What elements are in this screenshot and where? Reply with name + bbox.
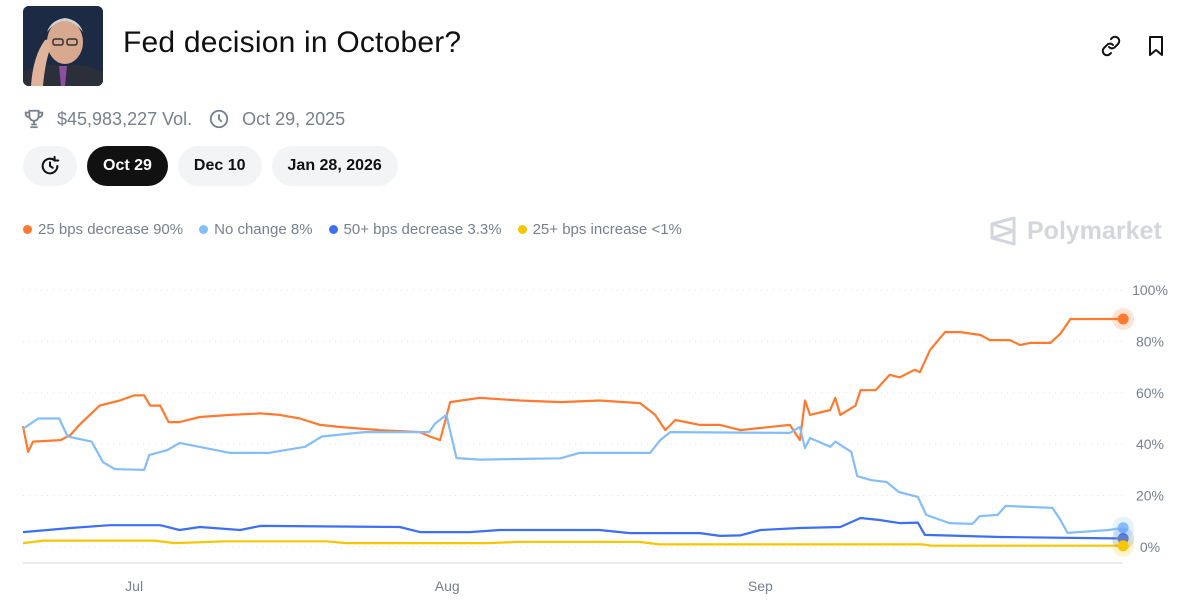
page-title: Fed decision in October? [123,26,462,59]
bookmark-icon[interactable] [1144,34,1168,58]
x-tick-label: Sep [748,578,773,594]
y-tick-label: 60% [1136,385,1164,401]
legend-item-25bps-decrease: 25 bps decrease 90% [23,221,183,238]
history-button[interactable] [23,146,77,186]
y-tick-label: 20% [1136,488,1164,504]
legend-item-no-change: No change 8% [199,221,313,238]
legend-value: 90% [153,221,184,238]
legend-value: <1% [651,221,682,238]
clock-icon [209,109,229,129]
market-avatar [23,6,103,86]
legend-dot [199,225,209,234]
volume: $45,983,227 Vol. [57,108,193,129]
brand-name: Polymarket [1027,216,1162,245]
probability-chart[interactable]: 0% 20% 40% 60% 80% 100% Jul Aug Sep [0,270,1201,613]
x-tick-label: Aug [435,578,460,594]
date-pill-oct-29[interactable]: Oct 29 [87,146,168,186]
fed-chair-portrait-icon [23,6,103,86]
legend-label: No change [214,221,287,238]
history-icon [41,155,60,175]
legend-dot [23,225,32,234]
legend-dot [328,225,338,234]
legend-dot [517,225,527,234]
legend-item-25bps-increase: 25+ bps increase <1% [517,221,682,238]
date-pill-dec-10[interactable]: Dec 10 [177,146,262,186]
date-selector: Oct 29 Dec 10 Jan 28, 2026 [23,146,398,186]
end-point-marker [1117,522,1129,534]
series-line-25-bps-decrease [21,317,1124,453]
end-date: Oct 29, 2025 [242,108,346,129]
polymarket-logo-icon [990,216,1016,246]
y-tick-label: 0% [1140,539,1160,555]
link-icon[interactable] [1099,34,1123,58]
date-pill-jan-28-2026[interactable]: Jan 28, 2026 [271,146,398,186]
legend-item-50bps-decrease: 50+ bps decrease 3.3% [328,221,502,238]
y-tick-label: 40% [1136,436,1164,452]
chart-legend: 25 bps decrease 90% No change 8% 50+ bps… [23,221,698,238]
legend-label: 25+ bps increase [532,221,648,238]
end-point-marker [1117,313,1129,325]
series-line-25-bps-increase [22,539,1124,547]
trophy-icon [24,109,44,129]
legend-value: 3.3% [467,221,502,238]
polymarket-logo: Polymarket [989,216,1162,246]
market-meta: $45,983,227 Vol. Oct 29, 2025 [23,106,353,132]
legend-value: 8% [290,221,313,238]
y-tick-label: 100% [1132,282,1168,298]
y-tick-label: 80% [1136,333,1164,349]
series-line-no-change [22,413,1124,534]
series-line-50-bps-decrease [22,516,1124,540]
legend-label: 25 bps decrease [38,221,149,238]
x-tick-label: Jul [125,578,143,594]
legend-label: 50+ bps decrease [343,221,464,238]
end-point-marker [1117,540,1129,552]
